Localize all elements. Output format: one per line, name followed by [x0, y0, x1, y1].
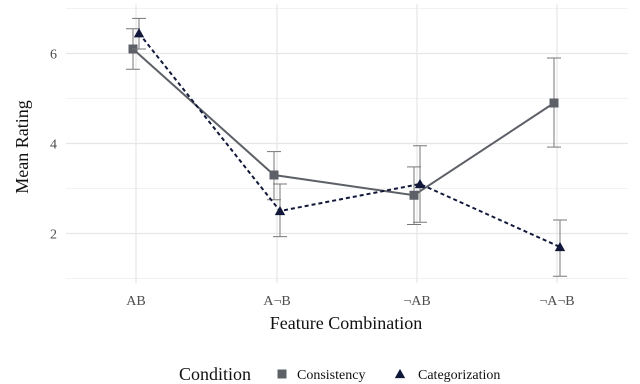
x-tick-label: AB [126, 294, 145, 309]
series-layer [126, 17, 567, 277]
y-tick-label: 4 [50, 138, 57, 153]
y-tick-label: 6 [50, 48, 57, 63]
legend-label: Consistency [297, 368, 365, 383]
x-tick-label: A¬B [263, 294, 290, 309]
series-consistency [126, 28, 561, 225]
legend-marker [394, 368, 406, 379]
data-point [554, 241, 566, 252]
x-tick-label: ¬A¬B [539, 294, 574, 309]
x-tick-label: ¬AB [403, 294, 430, 309]
data-point [133, 28, 145, 38]
data-point [269, 170, 279, 180]
x-axis-title: Feature Combination [270, 313, 422, 333]
x-axis-ticks: AB A¬B ¬AB ¬A¬B [126, 294, 574, 309]
legend-item-consistency: Consistency [277, 368, 365, 383]
series-line [132, 48, 555, 197]
y-tick-label: 2 [50, 228, 57, 243]
grid [66, 4, 628, 283]
legend-items: Consistency Categorization [277, 368, 500, 383]
data-point [549, 98, 559, 108]
data-point [274, 205, 286, 216]
series-categorization [132, 17, 567, 277]
y-axis-title: Mean Rating [12, 100, 32, 193]
legend-item-categorization: Categorization [394, 368, 500, 383]
data-point [409, 190, 419, 200]
series-line [138, 32, 561, 248]
legend-label: Categorization [418, 368, 500, 383]
legend-marker [277, 369, 287, 379]
y-axis-ticks: 2 4 6 [50, 48, 57, 243]
legend: Condition Consistency Categorization [179, 364, 500, 384]
legend-title: Condition [179, 364, 251, 384]
data-point [414, 178, 426, 189]
